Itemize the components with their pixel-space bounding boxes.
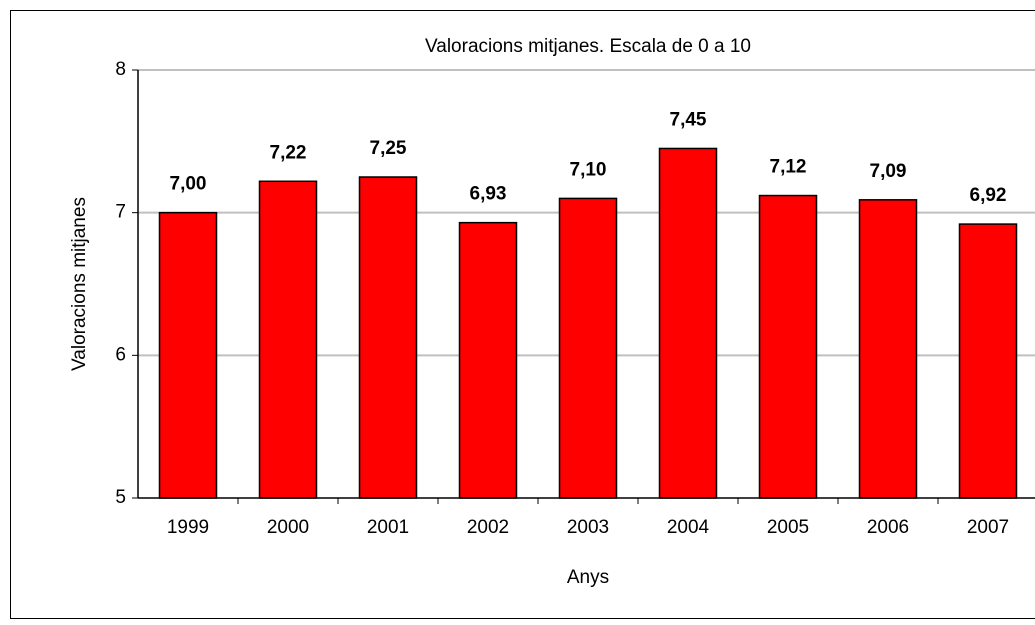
y-tick-label: 5 [115, 487, 126, 508]
bar [258, 180, 318, 499]
y-tick-label: 8 [115, 59, 126, 80]
bar [958, 223, 1018, 499]
bar [458, 221, 518, 499]
bar [558, 197, 618, 499]
value-label: 7,45 [670, 109, 707, 130]
x-tick-label: 2004 [667, 517, 710, 538]
y-tick-label: 6 [115, 344, 126, 365]
value-label: 7,09 [870, 161, 907, 182]
value-label: 7,10 [570, 159, 607, 180]
x-axis-label: Anys [567, 567, 609, 588]
bar [358, 176, 418, 499]
value-label: 6,92 [970, 185, 1007, 206]
value-label: 6,93 [470, 184, 507, 205]
x-tick-label: 1999 [167, 517, 209, 538]
y-tick-label: 7 [115, 202, 126, 223]
x-tick-label: 2001 [367, 517, 409, 538]
x-tick-label: 2006 [867, 517, 909, 538]
bar [158, 211, 218, 499]
value-label: 7,22 [270, 142, 307, 163]
x-tick-label: 2007 [967, 517, 1009, 538]
x-tick-label: 2005 [767, 517, 809, 538]
bar [658, 147, 718, 499]
y-axis-label: Valoracions mitjanes [69, 197, 90, 371]
x-tick-label: 2000 [267, 517, 309, 538]
value-label: 7,12 [770, 157, 807, 178]
bar [758, 194, 818, 499]
value-label: 7,25 [370, 138, 407, 159]
value-label: 7,00 [170, 174, 207, 195]
bar [858, 199, 918, 499]
chart-title: Valoracions mitjanes. Escala de 0 a 10 [425, 36, 751, 57]
x-tick-label: 2002 [467, 517, 509, 538]
x-tick-label: 2003 [567, 517, 609, 538]
